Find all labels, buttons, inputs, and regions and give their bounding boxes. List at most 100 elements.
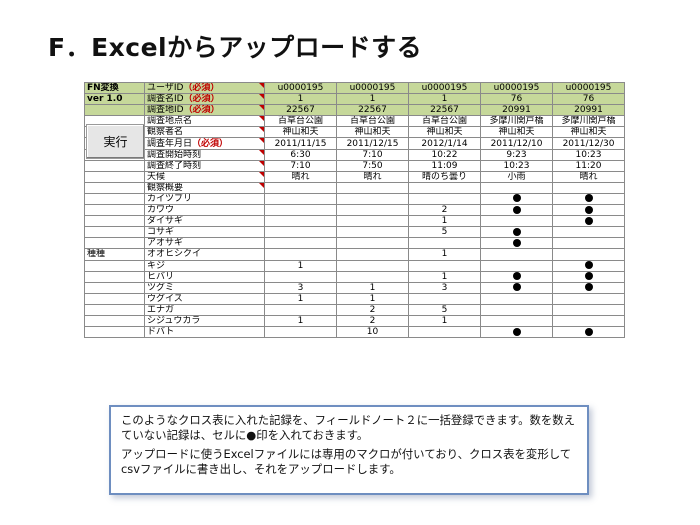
- species-category-cell[interactable]: 種種: [84, 248, 145, 261]
- data-cell[interactable]: 20991: [552, 104, 625, 117]
- species-name[interactable]: ヒバリ: [144, 270, 265, 283]
- execute-button[interactable]: 実行: [86, 124, 145, 159]
- row-label[interactable]: 観察者名: [144, 126, 265, 139]
- data-cell[interactable]: 10: [336, 326, 409, 339]
- data-cell[interactable]: [480, 259, 553, 272]
- row-side-cell[interactable]: [84, 326, 145, 339]
- data-cell[interactable]: [552, 281, 625, 294]
- species-name[interactable]: エナガ: [144, 303, 265, 316]
- data-cell[interactable]: 小雨: [480, 170, 553, 183]
- data-cell[interactable]: 1: [408, 248, 481, 261]
- data-cell[interactable]: 22567: [336, 104, 409, 117]
- data-cell[interactable]: [552, 237, 625, 250]
- data-cell[interactable]: 10:22: [408, 148, 481, 161]
- data-cell[interactable]: 1: [336, 281, 409, 294]
- species-name[interactable]: ドバト: [144, 326, 265, 339]
- data-cell[interactable]: 1: [408, 270, 481, 283]
- row-label[interactable]: 調査年月日（必須）: [144, 137, 265, 150]
- sheet-corner-cell[interactable]: ver 1.0: [84, 93, 145, 106]
- data-cell[interactable]: [480, 326, 553, 339]
- row-label[interactable]: ユーザID（必須）: [144, 81, 265, 95]
- data-cell[interactable]: [480, 226, 553, 239]
- species-name[interactable]: アオサギ: [144, 237, 265, 250]
- data-cell[interactable]: 1: [408, 93, 481, 106]
- data-cell[interactable]: u0000195: [552, 81, 625, 95]
- species-name[interactable]: ウグイス: [144, 292, 265, 305]
- sheet-corner-cell[interactable]: FN変換: [84, 81, 145, 95]
- data-cell[interactable]: [336, 226, 409, 239]
- data-cell[interactable]: 晴れ: [552, 170, 625, 183]
- data-cell[interactable]: [408, 237, 481, 250]
- data-cell[interactable]: [336, 204, 409, 217]
- data-cell[interactable]: [480, 281, 553, 294]
- data-cell[interactable]: 10:23: [480, 159, 553, 172]
- data-cell[interactable]: [552, 303, 625, 316]
- data-cell[interactable]: 百草台公園: [408, 115, 481, 128]
- data-cell[interactable]: 神山和夫: [480, 126, 553, 139]
- data-cell[interactable]: 1: [264, 292, 337, 305]
- data-cell[interactable]: 11:09: [408, 159, 481, 172]
- data-cell[interactable]: 多摩川関戸橋: [480, 115, 553, 128]
- data-cell[interactable]: 多摩川関戸橋: [552, 115, 625, 128]
- data-cell[interactable]: [336, 259, 409, 272]
- data-cell[interactable]: [552, 248, 625, 261]
- data-cell[interactable]: 2: [336, 303, 409, 316]
- data-cell[interactable]: [480, 204, 553, 217]
- data-cell[interactable]: [336, 181, 409, 194]
- data-cell[interactable]: [552, 314, 625, 328]
- data-cell[interactable]: 1: [264, 314, 337, 328]
- data-cell[interactable]: 1: [336, 292, 409, 305]
- row-side-cell[interactable]: [84, 192, 145, 206]
- data-cell[interactable]: 2012/1/14: [408, 137, 481, 150]
- data-cell[interactable]: 1: [264, 93, 337, 106]
- row-label[interactable]: 調査名ID（必須）: [144, 93, 265, 106]
- species-name[interactable]: オオヒシクイ: [144, 248, 265, 261]
- data-cell[interactable]: 2: [336, 314, 409, 328]
- data-cell[interactable]: 百草台公園: [264, 115, 337, 128]
- data-cell[interactable]: 神山和夫: [336, 126, 409, 139]
- data-cell[interactable]: 20991: [480, 104, 553, 117]
- species-name[interactable]: キジ: [144, 259, 265, 272]
- data-cell[interactable]: [480, 314, 553, 328]
- data-cell[interactable]: [552, 270, 625, 283]
- data-cell[interactable]: 10:23: [552, 148, 625, 161]
- data-cell[interactable]: [480, 237, 553, 250]
- row-side-cell[interactable]: [84, 204, 145, 217]
- data-cell[interactable]: [552, 204, 625, 217]
- row-side-cell[interactable]: [84, 270, 145, 283]
- data-cell[interactable]: 3: [264, 281, 337, 294]
- data-cell[interactable]: [480, 248, 553, 261]
- row-side-cell[interactable]: [84, 292, 145, 305]
- data-cell[interactable]: [552, 226, 625, 239]
- row-side-cell[interactable]: [84, 215, 145, 228]
- data-cell[interactable]: u0000195: [336, 81, 409, 95]
- data-cell[interactable]: [552, 326, 625, 339]
- data-cell[interactable]: [264, 237, 337, 250]
- data-cell[interactable]: 1: [264, 259, 337, 272]
- data-cell[interactable]: [408, 181, 481, 194]
- data-cell[interactable]: [336, 270, 409, 283]
- species-name[interactable]: カイツブリ: [144, 192, 265, 206]
- data-cell[interactable]: [264, 248, 337, 261]
- data-cell[interactable]: [552, 181, 625, 194]
- data-cell[interactable]: 76: [552, 93, 625, 106]
- row-label[interactable]: 調査地点名: [144, 115, 265, 128]
- row-label[interactable]: 天候: [144, 170, 265, 183]
- data-cell[interactable]: [408, 259, 481, 272]
- data-cell[interactable]: u0000195: [408, 81, 481, 95]
- data-cell[interactable]: 2011/11/15: [264, 137, 337, 150]
- data-cell[interactable]: 2: [408, 204, 481, 217]
- data-cell[interactable]: 2011/12/15: [336, 137, 409, 150]
- data-cell[interactable]: [552, 215, 625, 228]
- data-cell[interactable]: [336, 215, 409, 228]
- row-side-cell[interactable]: [84, 314, 145, 328]
- data-cell[interactable]: 晴のち曇り: [408, 170, 481, 183]
- data-cell[interactable]: [552, 192, 625, 206]
- data-cell[interactable]: [264, 192, 337, 206]
- row-side-cell[interactable]: [84, 170, 145, 183]
- species-name[interactable]: シジュウカラ: [144, 314, 265, 328]
- species-name[interactable]: ツグミ: [144, 281, 265, 294]
- data-cell[interactable]: [264, 326, 337, 339]
- data-cell[interactable]: [480, 303, 553, 316]
- data-cell[interactable]: 1: [408, 314, 481, 328]
